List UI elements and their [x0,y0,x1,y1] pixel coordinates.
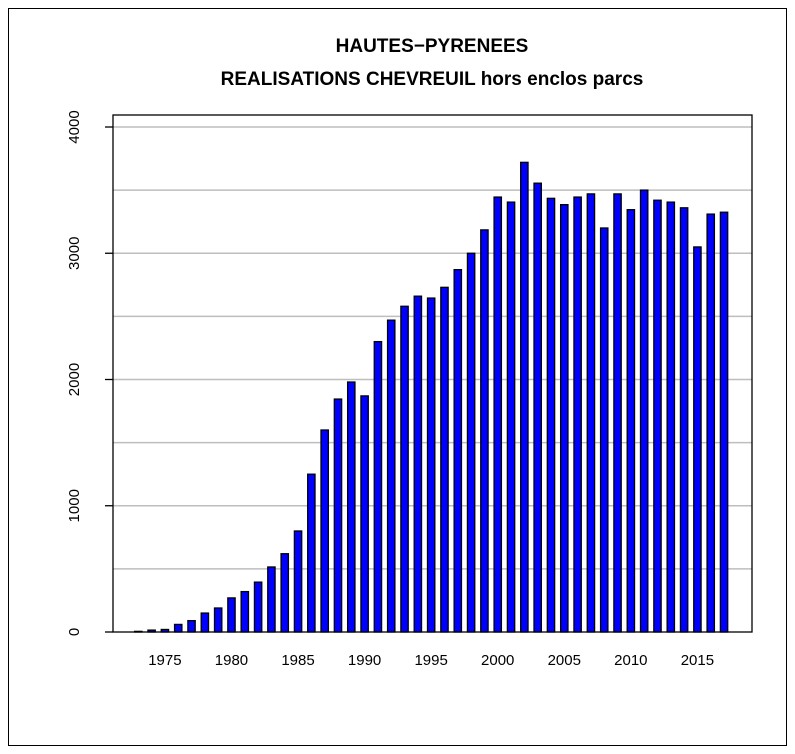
bar [173,623,183,633]
bar [693,246,702,633]
y-tick-label: 1000 [66,489,83,522]
bar [466,252,476,633]
chart-title: HAUTES−PYRENEES [336,36,529,57]
chart-title: REALISATIONS CHEVREUIL hors enclos parcs [221,69,644,90]
y-tick-label: 4000 [66,110,83,143]
bar [493,196,503,633]
bar [559,203,569,633]
x-tick-label: 2005 [548,652,581,669]
bar [426,297,436,633]
bar [533,182,542,633]
bar [653,199,662,633]
bar [639,189,649,633]
bar [307,473,316,633]
bar [586,193,596,633]
bar [626,209,636,633]
x-tick-label: 1995 [414,652,447,669]
bar [200,612,210,633]
y-tick-label: 2000 [66,363,83,396]
bar [546,197,556,633]
bar [346,381,356,633]
bar [440,286,449,633]
bar [267,566,276,633]
bar [506,201,516,633]
bar [227,597,236,633]
bar [520,161,529,633]
bar [413,295,423,633]
x-tick-label: 1975 [148,652,181,669]
bar [293,530,303,633]
bar [187,619,196,633]
bar [719,211,729,633]
bar [666,201,676,633]
bar [706,213,716,633]
bar [333,398,343,633]
x-tick-label: 1990 [348,652,381,669]
bar [320,429,329,633]
bar [360,395,369,633]
bar [400,305,409,633]
bar [679,207,689,633]
plot-box [112,114,753,633]
bar [373,340,383,633]
x-tick-label: 2015 [681,652,714,669]
x-tick-label: 1980 [215,652,248,669]
x-tick-label: 1985 [281,652,314,669]
y-tick-label: 3000 [66,237,83,270]
bar [240,590,250,633]
x-tick-label: 2010 [614,652,647,669]
bar [253,581,263,633]
frame [8,8,787,746]
bar [280,553,290,633]
x-tick-label: 2000 [481,652,514,669]
bar [386,319,396,633]
bar [480,229,489,633]
bar [213,607,223,633]
bar [573,196,582,633]
bar [599,227,609,633]
bar [453,269,463,633]
y-tick-label: 0 [66,628,83,636]
bar [613,193,622,633]
